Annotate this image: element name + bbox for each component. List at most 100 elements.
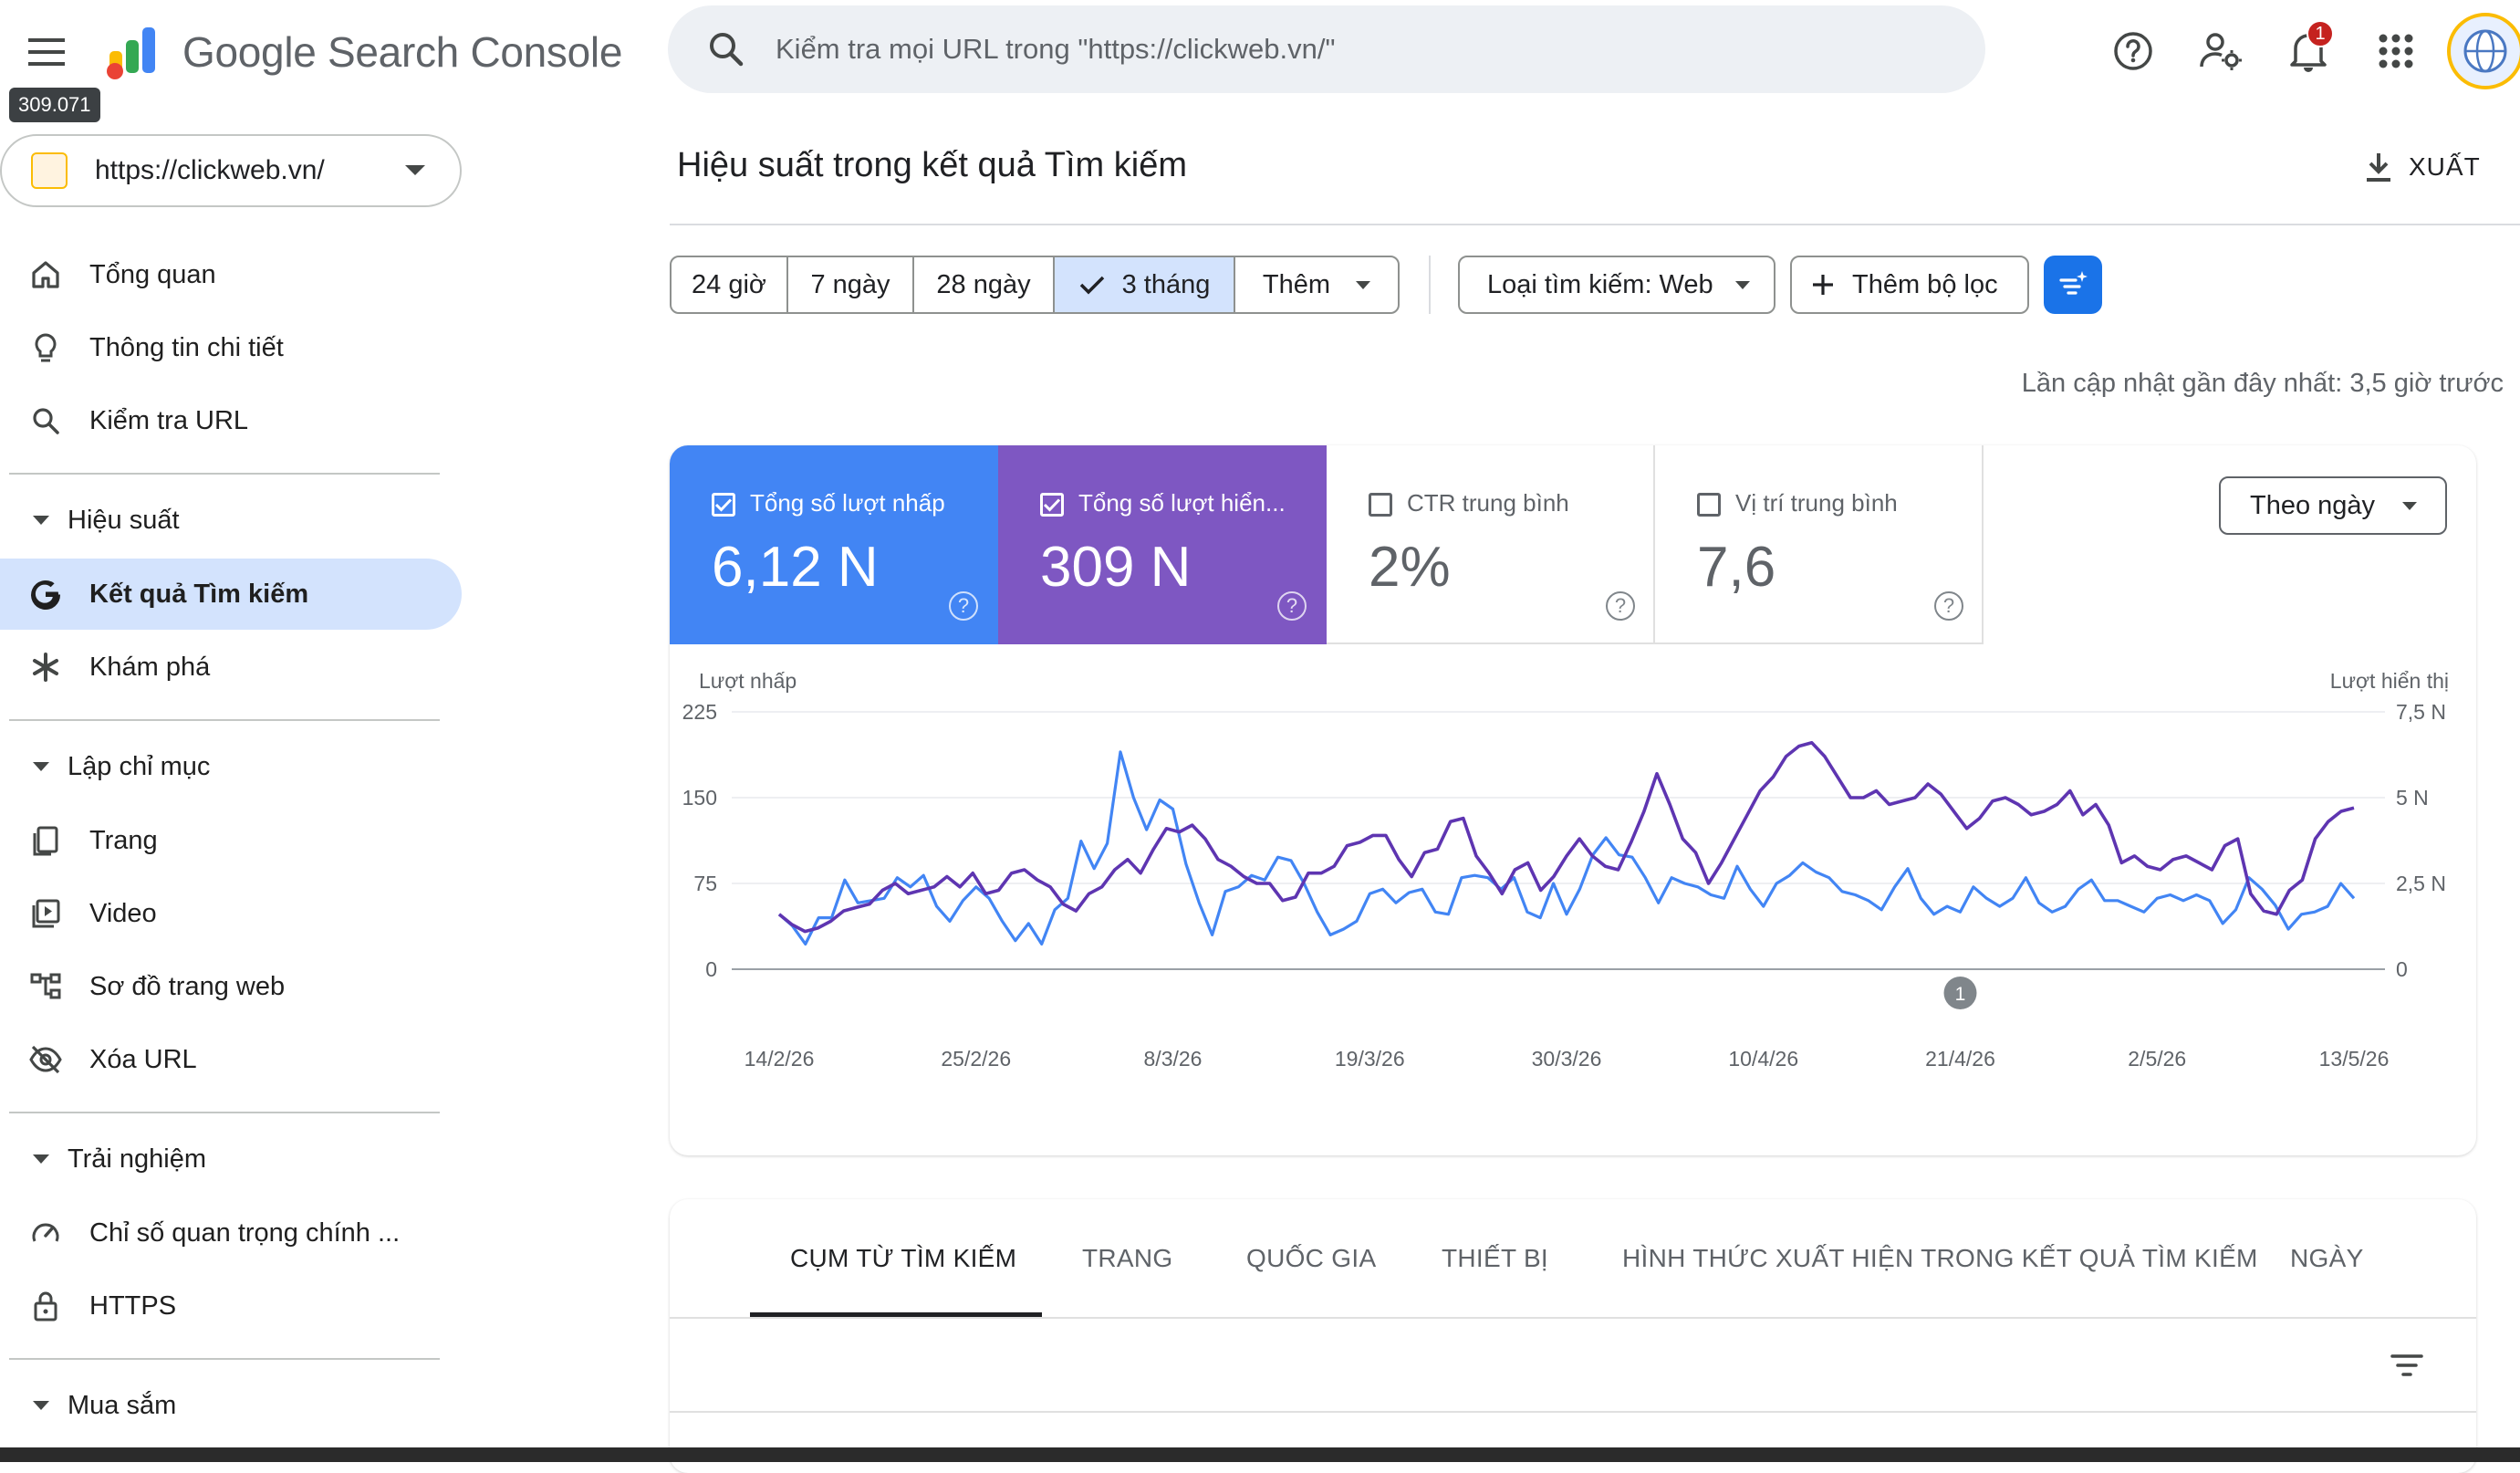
range-24h[interactable]: 24 giờ	[672, 257, 788, 312]
metric-average-ctr[interactable]: CTR trung bình 2% ?	[1327, 445, 1655, 644]
sidebar-item-label: Khám phá	[89, 652, 211, 682]
sidebar-item-search-results[interactable]: Kết quả Tìm kiếm	[0, 559, 462, 630]
range-28d[interactable]: 28 ngày	[914, 257, 1055, 312]
property-selector[interactable]: https://clickweb.vn/	[0, 134, 462, 207]
sidebar-item-sitemaps[interactable]: Sơ đồ trang web	[0, 951, 462, 1022]
sidebar-item-video[interactable]: Video	[0, 878, 462, 949]
search-type-label: Loại tìm kiếm: Web	[1487, 269, 1713, 299]
performance-card: Tổng số lượt nhấp 6,12 N ? Tổng số lượt …	[670, 445, 2476, 1155]
page-title: Hiệu suất trong kết quả Tìm kiếm	[677, 146, 1187, 184]
account-avatar[interactable]	[2447, 13, 2520, 89]
granularity-dropdown[interactable]: Theo ngày	[2219, 476, 2447, 535]
search-icon	[710, 33, 744, 67]
metric-total-clicks[interactable]: Tổng số lượt nhấp 6,12 N ?	[670, 445, 998, 644]
help-icon[interactable]: ?	[1934, 591, 1963, 621]
sidebar-item-label: Thông tin chi tiết	[89, 332, 284, 362]
home-icon	[27, 256, 64, 293]
download-icon	[2367, 153, 2390, 182]
right-tick-label: 0	[2396, 957, 2408, 981]
os-taskbar	[0, 1447, 2520, 1462]
search-input[interactable]: Kiểm tra mọi URL trong "https://clickweb…	[776, 33, 1336, 65]
notifications-button[interactable]: 1	[2279, 20, 2338, 80]
filter-compare-button[interactable]	[2044, 256, 2102, 314]
checkbox-unchecked-icon[interactable]	[1369, 493, 1392, 517]
granularity-label: Theo ngày	[2250, 490, 2376, 520]
metric-average-position[interactable]: Vị trí trung bình 7,6 ?	[1655, 445, 1984, 644]
search-icon	[27, 402, 64, 439]
x-tick-label: 2/5/26	[2128, 1047, 2186, 1071]
pages-icon	[27, 822, 64, 859]
help-icon[interactable]: ?	[1277, 591, 1307, 621]
metric-label: CTR trung bình	[1407, 489, 1569, 517]
x-tick-label: 25/2/26	[941, 1047, 1011, 1071]
tab-countries[interactable]: QUỐC GIA	[1246, 1244, 1377, 1272]
sidebar-item-url-inspection[interactable]: Kiểm tra URL	[0, 385, 462, 456]
checkbox-checked-icon[interactable]	[712, 493, 735, 517]
range-more[interactable]: Thêm	[1235, 257, 1398, 312]
sidebar-item-discover[interactable]: Khám phá	[0, 632, 462, 703]
help-icon[interactable]: ?	[949, 591, 978, 621]
right-tick-label: 2,5 N	[2396, 872, 2446, 895]
url-inspect-search-bar[interactable]: Kiểm tra mọi URL trong "https://clickweb…	[668, 5, 1985, 93]
help-button[interactable]	[2104, 22, 2162, 80]
search-type-filter[interactable]: Loại tìm kiếm: Web	[1458, 256, 1775, 314]
dropdown-caret-icon	[405, 165, 425, 175]
tab-search-appearance[interactable]: HÌNH THỨC XUẤT HIỆN TRONG KẾT QUẢ TÌM KI…	[1622, 1244, 2258, 1272]
checkbox-checked-icon[interactable]	[1040, 493, 1064, 517]
filter-list-icon[interactable]	[2387, 1345, 2427, 1385]
dropdown-caret-icon	[2402, 501, 2418, 510]
notification-badge: 1	[2307, 20, 2334, 47]
search-console-logo-icon[interactable]	[102, 18, 166, 82]
tab-queries[interactable]: CỤM TỪ TÌM KIẾM	[790, 1244, 1017, 1272]
sidebar-item-label: Xóa URL	[89, 1044, 197, 1074]
range-7d[interactable]: 7 ngày	[788, 257, 914, 312]
range-3m[interactable]: 3 tháng	[1055, 257, 1235, 312]
annotation-marker[interactable]	[1943, 977, 1977, 1009]
sidebar-divider	[9, 473, 440, 475]
sidebar-divider	[9, 719, 440, 721]
range-label: Thêm	[1262, 269, 1331, 299]
dropdown-caret-icon	[1356, 280, 1371, 289]
add-filter-button[interactable]: Thêm bộ lọc	[1790, 256, 2029, 314]
apps-button[interactable]	[2367, 22, 2425, 80]
sidebar-item-label: HTTPS	[89, 1290, 177, 1321]
sidebar-item-label: Kết quả Tìm kiếm	[89, 579, 309, 609]
sidebar-item-core-web-vitals[interactable]: Chỉ số quan trọng chính ...	[0, 1197, 462, 1269]
collapse-caret-icon	[33, 762, 49, 771]
sidebar-item-pages[interactable]: Trang	[0, 805, 462, 876]
section-label: Lập chỉ mục	[68, 751, 211, 781]
export-button[interactable]: XUẤT	[2363, 144, 2481, 190]
tab-devices[interactable]: THIẾT BỊ	[1442, 1244, 1549, 1272]
top-app-bar: Google Search Console 309.071 Kiểm tra m…	[0, 0, 2520, 122]
tab-dates[interactable]: NGÀY	[2290, 1244, 2364, 1272]
sidebar-item-label: Sơ đồ trang web	[89, 971, 286, 1001]
metric-value: 2%	[1369, 536, 1451, 599]
sidebar-item-overview[interactable]: Tổng quan	[0, 239, 462, 310]
left-tick-label: 75	[693, 872, 717, 895]
sidebar-item-https[interactable]: HTTPS	[0, 1270, 462, 1342]
checkbox-unchecked-icon[interactable]	[1697, 493, 1721, 517]
hamburger-menu-icon	[28, 38, 65, 66]
line-chart[interactable]: Lượt nhấp Lượt hiển thị 225 150 75 0 7,5 N 5…	[670, 644, 2476, 1155]
dropdown-caret-icon	[1734, 280, 1750, 289]
sidebar-item-removals[interactable]: Xóa URL	[0, 1024, 462, 1095]
x-tick-label: 8/3/26	[1144, 1047, 1203, 1071]
collapse-caret-icon	[33, 516, 49, 525]
right-axis-label: Lượt hiển thị	[2330, 669, 2449, 693]
google-g-icon	[27, 576, 64, 612]
globe-avatar-icon	[2463, 29, 2507, 73]
left-tick-label: 0	[705, 957, 717, 981]
series-line-impressions[interactable]	[777, 741, 2355, 934]
main-menu-button[interactable]	[20, 26, 73, 78]
user-settings-button[interactable]	[2192, 22, 2250, 80]
help-icon[interactable]: ?	[1606, 591, 1635, 621]
property-favicon-icon	[31, 152, 68, 189]
metric-total-impressions[interactable]: Tổng số lượt hiển... 309 N ?	[998, 445, 1327, 644]
manage-accounts-icon	[2200, 33, 2242, 70]
series-line-clicks[interactable]	[777, 750, 2356, 945]
x-tick-label: 30/3/26	[1532, 1047, 1602, 1071]
sidebar-item-insights[interactable]: Thông tin chi tiết	[0, 312, 462, 383]
help-icon	[2114, 32, 2152, 70]
tab-pages[interactable]: TRANG	[1082, 1244, 1173, 1272]
plus-icon	[1813, 275, 1833, 295]
